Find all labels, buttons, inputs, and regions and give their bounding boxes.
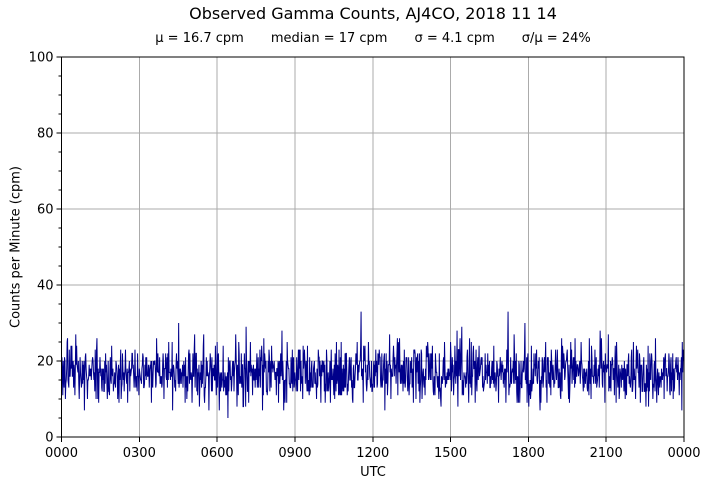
- y-tick-label: 80: [37, 127, 54, 142]
- x-tick-label: 0300: [123, 446, 156, 461]
- y-tick-label: 60: [37, 203, 54, 218]
- y-tick-label: 100: [29, 51, 54, 66]
- grid-lines: [61, 57, 684, 437]
- y-axis-label: Counts per Minute (cpm): [8, 166, 24, 328]
- chart-subtitle: μ = 16.7 cpm median = 17 cpm σ = 4.1 cpm…: [62, 31, 684, 47]
- stat-mean: μ = 16.7 cpm: [155, 31, 244, 46]
- x-tick-label: 0000: [45, 446, 78, 461]
- y-tick-label: 20: [37, 355, 54, 370]
- stat-sigma: σ = 4.1 cpm: [414, 31, 495, 46]
- x-tick-labels: 0000 0300 0600 0900 1200 1500 1800 2100 0000: [45, 446, 701, 461]
- y-tick-label: 40: [37, 279, 54, 294]
- x-tick-label: 1800: [512, 446, 545, 461]
- x-tick-label: 2100: [590, 446, 623, 461]
- x-tick-label: 0600: [201, 446, 234, 461]
- x-tick-label: 0000: [667, 446, 700, 461]
- x-tick-label: 0900: [278, 446, 311, 461]
- data-line-gamma-counts: [61, 311, 685, 419]
- plot-frame: [61, 56, 685, 438]
- y-tick-labels: 0 20 40 60 80 100: [29, 51, 54, 446]
- stat-median: median = 17 cpm: [270, 31, 388, 46]
- stat-sigma-over-mean: σ/μ = 24%: [521, 31, 591, 46]
- x-tick-label: 1200: [356, 446, 389, 461]
- x-axis-label: UTC: [360, 465, 386, 480]
- y-tick-label: 0: [45, 431, 53, 446]
- x-tick-label: 1500: [434, 446, 467, 461]
- chart-title: Observed Gamma Counts, AJ4CO, 2018 11 14: [189, 4, 557, 23]
